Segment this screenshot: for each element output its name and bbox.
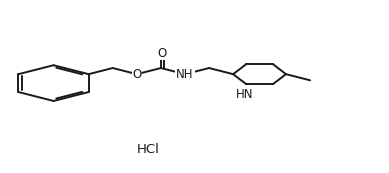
Text: O: O — [132, 68, 142, 81]
Text: HN: HN — [236, 89, 253, 102]
Text: HCl: HCl — [137, 143, 159, 156]
Text: O: O — [158, 47, 167, 60]
Text: NH: NH — [176, 68, 194, 81]
